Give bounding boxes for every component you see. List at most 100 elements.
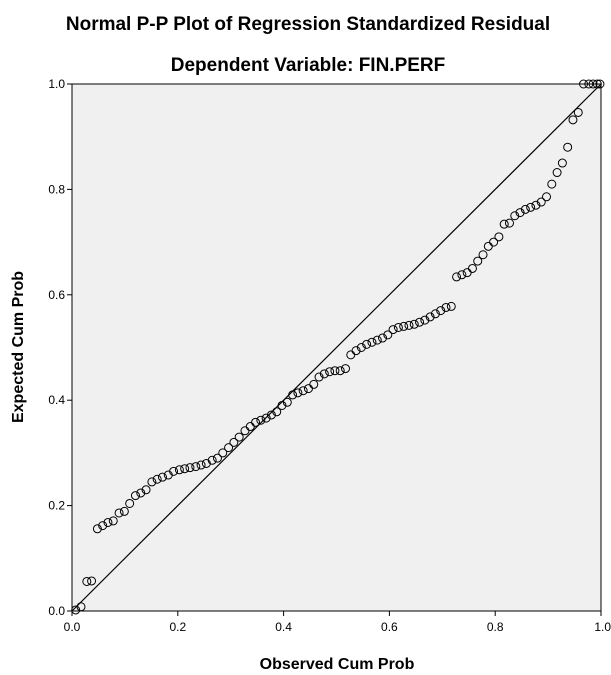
data-point — [125, 498, 135, 508]
data-point — [136, 488, 146, 498]
data-point — [314, 372, 324, 382]
data-point — [542, 192, 552, 202]
data-point — [404, 320, 414, 330]
x-tick-label: 1.0 — [594, 620, 611, 634]
data-point — [82, 576, 92, 586]
x-tick-label: 0.4 — [275, 620, 292, 634]
data-point — [147, 477, 157, 487]
data-point — [504, 218, 514, 228]
data-point — [568, 115, 578, 125]
data-point — [378, 333, 388, 343]
data-point — [212, 453, 222, 463]
y-tick-label: 1.0 — [48, 77, 65, 91]
data-point — [169, 466, 179, 476]
data-point — [536, 197, 546, 207]
data-point — [547, 179, 557, 189]
data-point — [520, 204, 530, 214]
data-point — [229, 437, 239, 447]
data-point — [234, 432, 244, 442]
data-point — [76, 602, 86, 612]
x-tick-label: 0.6 — [381, 620, 398, 634]
data-point — [180, 464, 190, 474]
data-point — [552, 168, 562, 178]
data-point — [393, 322, 403, 332]
data-point — [152, 474, 162, 484]
x-tick-label: 0.2 — [169, 620, 186, 634]
data-point — [277, 400, 287, 410]
y-tick-label: 0.8 — [48, 182, 65, 196]
x-axis: 0.0 0.2 0.4 0.6 0.8 1.0 — [64, 611, 611, 634]
data-point — [467, 263, 477, 273]
data-point — [588, 79, 598, 89]
data-point — [489, 237, 499, 247]
data-point — [473, 256, 483, 266]
data-point — [185, 463, 195, 473]
data-point — [266, 410, 276, 420]
data-point — [335, 366, 345, 376]
data-point — [319, 369, 329, 379]
y-axis: 0.0 0.2 0.4 0.6 0.8 1.0 — [48, 77, 72, 618]
data-point — [383, 330, 393, 340]
data-point — [420, 315, 430, 325]
data-point — [573, 107, 583, 117]
data-point — [157, 472, 167, 482]
data-point — [293, 388, 303, 398]
data-point — [557, 158, 567, 168]
data-point — [272, 407, 282, 417]
y-axis-label: Expected Cum Prob — [10, 271, 27, 423]
data-point — [201, 458, 211, 468]
y-tick-label: 0.2 — [48, 499, 65, 513]
y-tick-label: 0.6 — [48, 288, 65, 302]
chart-title: Normal P-P Plot of Regression Standardiz… — [66, 14, 550, 35]
data-point — [103, 517, 113, 527]
data-points — [71, 79, 605, 615]
data-point — [372, 335, 382, 345]
data-point — [409, 319, 419, 329]
data-point — [340, 364, 350, 374]
data-point — [441, 302, 451, 312]
data-point — [425, 312, 435, 322]
data-point — [499, 219, 509, 229]
data-point — [256, 415, 266, 425]
data-point — [579, 79, 589, 89]
data-point — [218, 448, 228, 458]
data-point — [119, 506, 129, 516]
data-point — [563, 142, 573, 152]
data-point — [415, 317, 425, 327]
data-point — [288, 390, 298, 400]
data-point — [108, 516, 118, 526]
data-point — [367, 337, 377, 347]
data-point — [282, 397, 292, 407]
data-point — [446, 301, 456, 311]
data-point — [452, 272, 462, 282]
data-point — [141, 485, 151, 495]
data-point — [114, 508, 124, 518]
data-point — [224, 443, 234, 453]
data-point — [531, 200, 541, 210]
chart-subtitle: Dependent Variable: FIN.PERF — [171, 55, 446, 76]
data-point — [92, 524, 102, 534]
data-point — [510, 211, 520, 221]
data-point — [98, 521, 108, 531]
data-point — [399, 321, 409, 331]
data-point — [526, 202, 536, 212]
data-point — [196, 460, 206, 470]
data-point — [71, 605, 81, 615]
y-tick-label: 0.0 — [48, 604, 65, 618]
y-tick-label: 0.4 — [48, 393, 65, 407]
data-point — [174, 465, 184, 475]
data-point — [436, 306, 446, 316]
data-point — [298, 386, 308, 396]
data-point — [351, 346, 361, 356]
data-point — [430, 309, 440, 319]
data-point — [330, 366, 340, 376]
data-point — [362, 339, 372, 349]
data-point — [261, 413, 271, 423]
data-point — [388, 325, 398, 335]
data-point — [309, 379, 319, 389]
data-point — [356, 343, 366, 352]
x-axis-label: Observed Cum Prob — [260, 656, 415, 673]
x-tick-label: 0.8 — [487, 620, 504, 634]
data-point — [130, 491, 140, 501]
